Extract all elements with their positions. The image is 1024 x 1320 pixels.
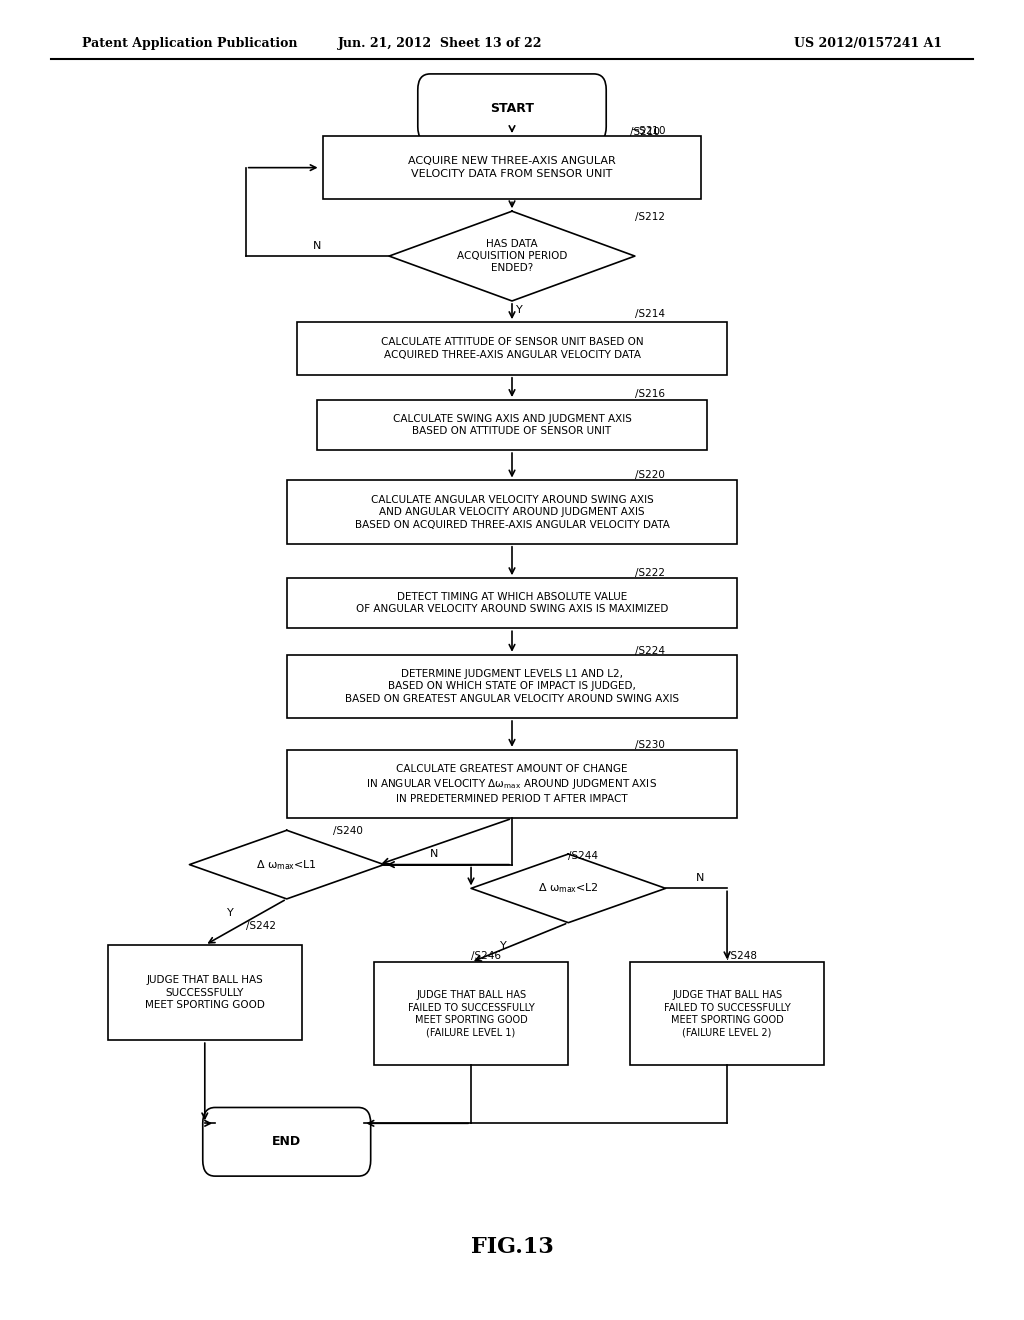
- Text: Patent Application Publication: Patent Application Publication: [82, 37, 297, 50]
- Text: /S214: /S214: [635, 309, 665, 319]
- Text: JUDGE THAT BALL HAS
SUCCESSFULLY
MEET SPORTING GOOD: JUDGE THAT BALL HAS SUCCESSFULLY MEET SP…: [144, 975, 265, 1010]
- Text: /S248: /S248: [727, 950, 757, 961]
- Text: START: START: [490, 102, 534, 115]
- Text: HAS DATA
ACQUISITION PERIOD
ENDED?: HAS DATA ACQUISITION PERIOD ENDED?: [457, 239, 567, 273]
- Text: Y: Y: [516, 305, 523, 315]
- Polygon shape: [189, 830, 384, 899]
- Text: CALCULATE ANGULAR VELOCITY AROUND SWING AXIS
AND ANGULAR VELOCITY AROUND JUDGMEN: CALCULATE ANGULAR VELOCITY AROUND SWING …: [354, 495, 670, 529]
- Text: END: END: [272, 1135, 301, 1148]
- Text: /S230: /S230: [635, 739, 665, 750]
- FancyBboxPatch shape: [374, 962, 568, 1065]
- FancyBboxPatch shape: [418, 74, 606, 143]
- Polygon shape: [471, 854, 666, 923]
- Text: CALCULATE SWING AXIS AND JUDGMENT AXIS
BASED ON ATTITUDE OF SENSOR UNIT: CALCULATE SWING AXIS AND JUDGMENT AXIS B…: [392, 414, 632, 436]
- Text: /S224: /S224: [635, 645, 665, 656]
- Text: FIG.13: FIG.13: [471, 1237, 553, 1258]
- FancyBboxPatch shape: [203, 1107, 371, 1176]
- Text: /S220: /S220: [635, 470, 665, 480]
- Text: Δ ω$_\mathregular{max}$<L1: Δ ω$_\mathregular{max}$<L1: [256, 858, 317, 871]
- FancyBboxPatch shape: [108, 945, 302, 1040]
- Text: ACQUIRE NEW THREE-AXIS ANGULAR
VELOCITY DATA FROM SENSOR UNIT: ACQUIRE NEW THREE-AXIS ANGULAR VELOCITY …: [409, 157, 615, 178]
- Text: /S244: /S244: [568, 850, 598, 861]
- Text: $\neg$S210: $\neg$S210: [630, 124, 666, 136]
- FancyBboxPatch shape: [317, 400, 707, 450]
- FancyBboxPatch shape: [287, 655, 737, 718]
- Text: /S212: /S212: [635, 211, 665, 222]
- FancyBboxPatch shape: [630, 962, 824, 1065]
- Text: CALCULATE GREATEST AMOUNT OF CHANGE
IN ANGULAR VELOCITY Δω$_\mathregular{max}$ A: CALCULATE GREATEST AMOUNT OF CHANGE IN A…: [367, 764, 657, 804]
- Text: CALCULATE ATTITUDE OF SENSOR UNIT BASED ON
ACQUIRED THREE-AXIS ANGULAR VELOCITY : CALCULATE ATTITUDE OF SENSOR UNIT BASED …: [381, 338, 643, 359]
- Text: /S210: /S210: [630, 127, 659, 137]
- Text: /S246: /S246: [471, 950, 501, 961]
- FancyBboxPatch shape: [287, 480, 737, 544]
- Text: N: N: [696, 873, 705, 883]
- Text: N: N: [313, 240, 322, 251]
- Text: Y: Y: [500, 941, 507, 952]
- FancyBboxPatch shape: [287, 578, 737, 628]
- Text: Δ ω$_\mathregular{max}$<L2: Δ ω$_\mathregular{max}$<L2: [538, 882, 599, 895]
- FancyBboxPatch shape: [323, 136, 701, 199]
- Text: Jun. 21, 2012  Sheet 13 of 22: Jun. 21, 2012 Sheet 13 of 22: [338, 37, 543, 50]
- Text: Y: Y: [227, 908, 234, 919]
- Text: /S216: /S216: [635, 388, 665, 399]
- Text: /S242: /S242: [246, 920, 275, 931]
- Text: N: N: [430, 849, 438, 859]
- Text: JUDGE THAT BALL HAS
FAILED TO SUCCESSFULLY
MEET SPORTING GOOD
(FAILURE LEVEL 2): JUDGE THAT BALL HAS FAILED TO SUCCESSFUL…: [664, 990, 791, 1038]
- FancyBboxPatch shape: [297, 322, 727, 375]
- FancyBboxPatch shape: [287, 750, 737, 818]
- Text: /S240: /S240: [333, 825, 362, 836]
- Text: DETERMINE JUDGMENT LEVELS L1 AND L2,
BASED ON WHICH STATE OF IMPACT IS JUDGED,
B: DETERMINE JUDGMENT LEVELS L1 AND L2, BAS…: [345, 669, 679, 704]
- Polygon shape: [389, 211, 635, 301]
- Text: /S222: /S222: [635, 568, 665, 578]
- Text: US 2012/0157241 A1: US 2012/0157241 A1: [794, 37, 942, 50]
- Text: JUDGE THAT BALL HAS
FAILED TO SUCCESSFULLY
MEET SPORTING GOOD
(FAILURE LEVEL 1): JUDGE THAT BALL HAS FAILED TO SUCCESSFUL…: [408, 990, 535, 1038]
- Text: DETECT TIMING AT WHICH ABSOLUTE VALUE
OF ANGULAR VELOCITY AROUND SWING AXIS IS M: DETECT TIMING AT WHICH ABSOLUTE VALUE OF…: [355, 593, 669, 614]
